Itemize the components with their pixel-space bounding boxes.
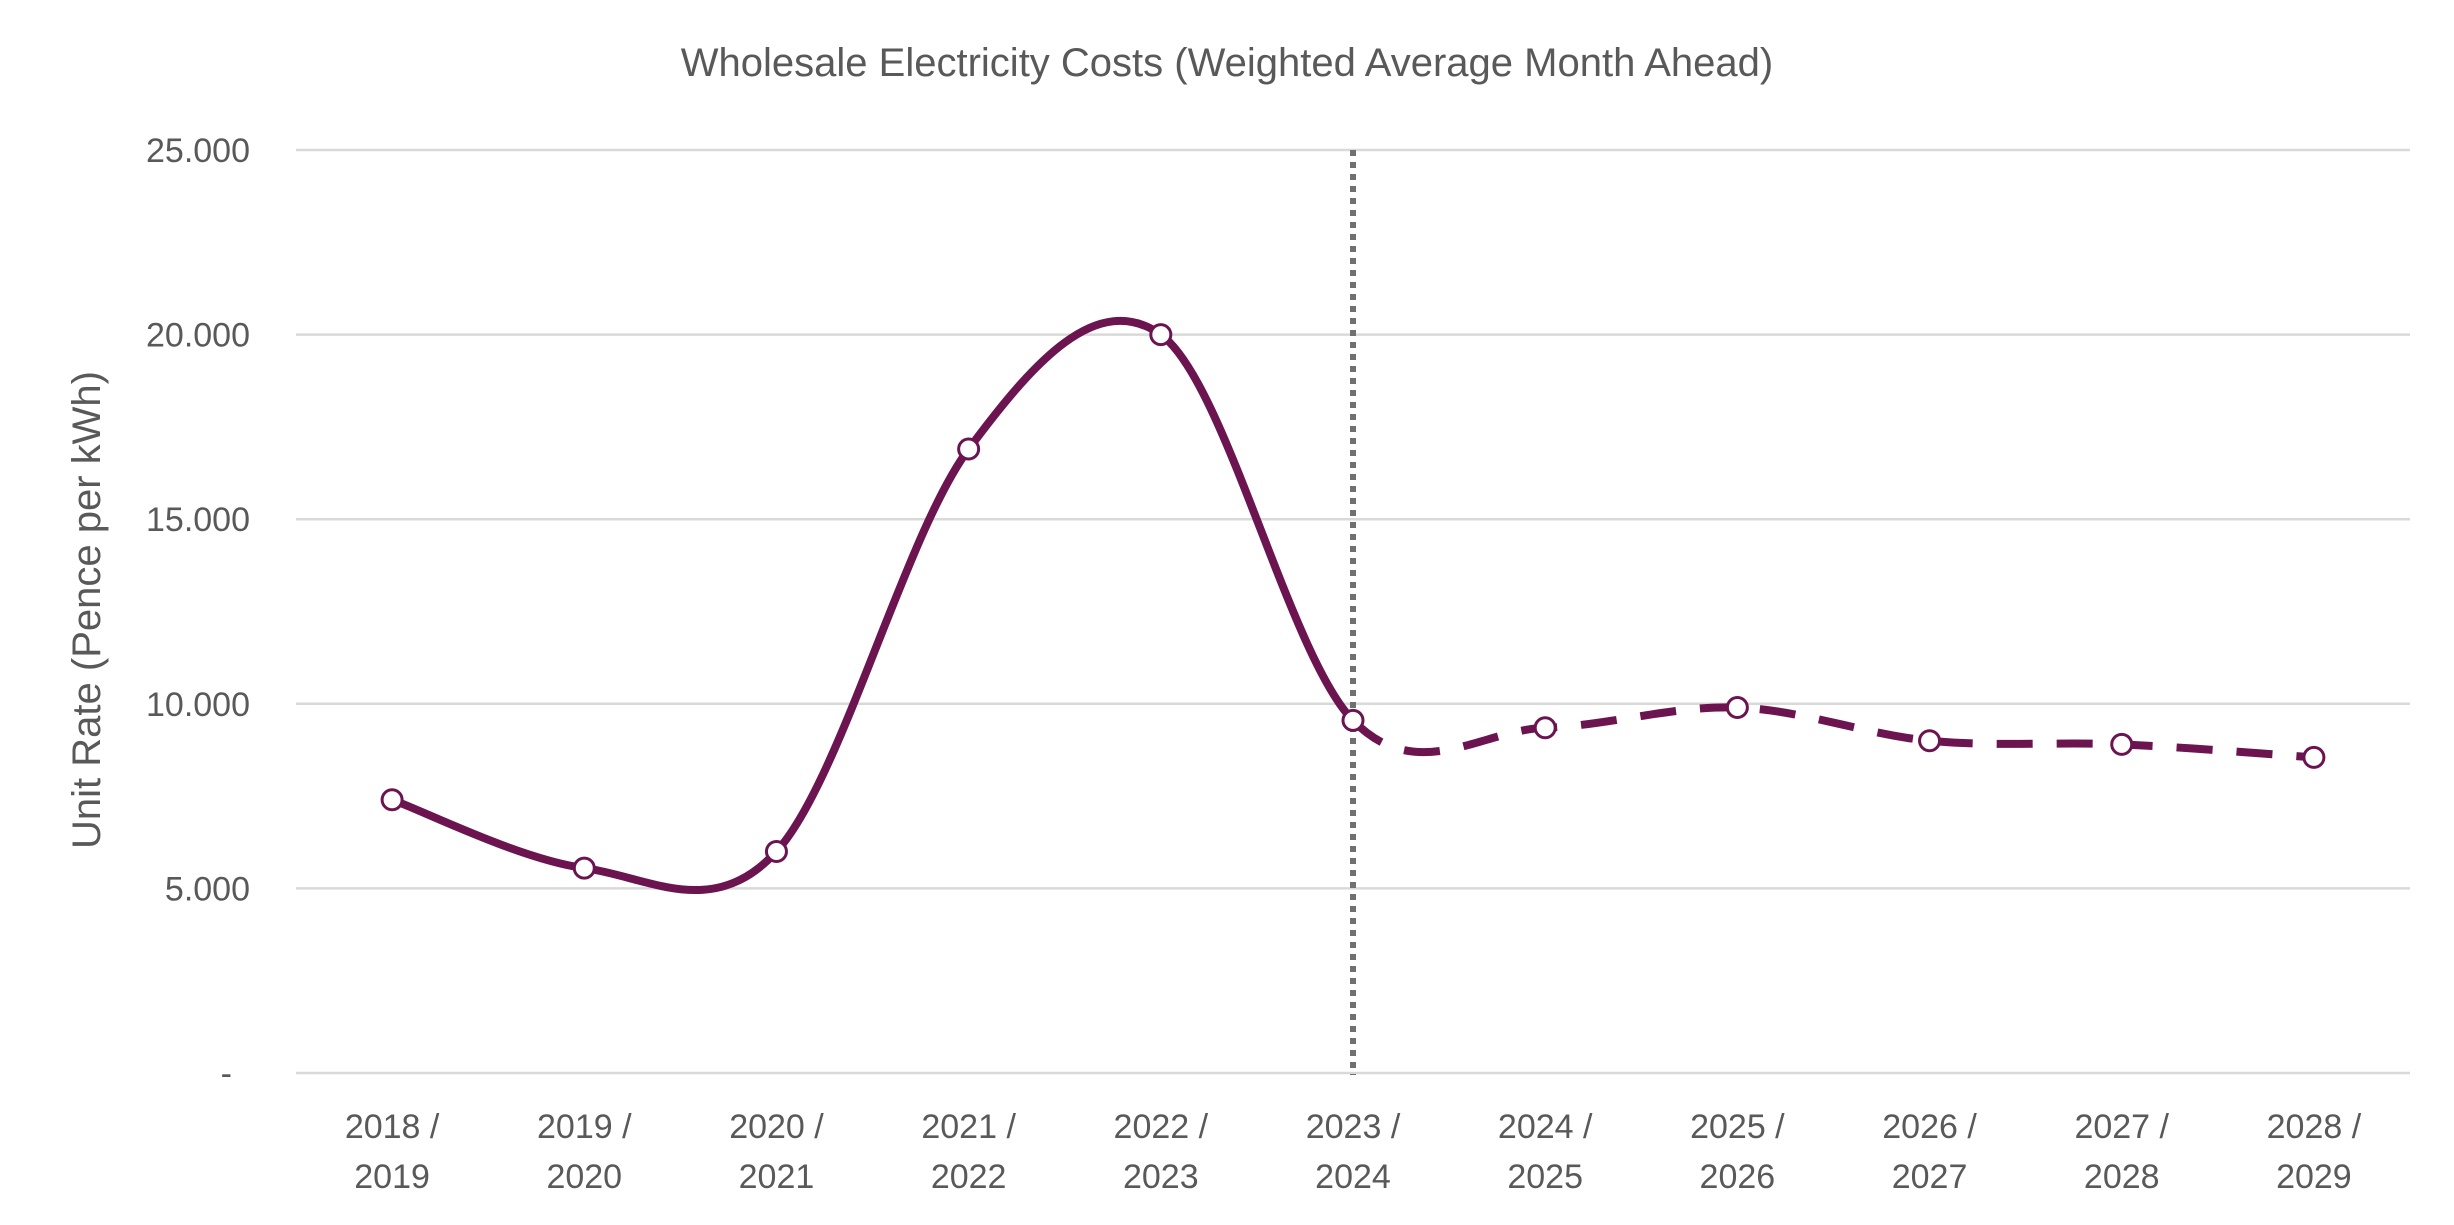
data-point (764, 839, 788, 863)
y-tick-label: 10.000 (146, 686, 250, 724)
x-tick-label-line: 2029 (2276, 1158, 2352, 1196)
data-point (1341, 708, 1365, 732)
x-axis-ticks: 2018 / 2019 2019 / 2020 2020 / 2021 2021 / 2022… (345, 1108, 2362, 1196)
x-tick-label-line: 2018 / (345, 1108, 440, 1146)
x-tick-label-line: 2028 (2084, 1158, 2160, 1196)
series-line-historical (388, 317, 1357, 895)
x-tick-label: 2019 / 2020 (537, 1108, 632, 1196)
x-tick-label-line: 2023 (1123, 1158, 1199, 1196)
data-point (1725, 695, 1749, 719)
x-tick-label-line: 2022 (931, 1158, 1007, 1196)
x-tick-label: 2026 / 2027 (1882, 1108, 1977, 1196)
data-point (2302, 745, 2326, 769)
data-point (957, 437, 981, 461)
data-point (380, 788, 404, 812)
data-points (380, 323, 2326, 880)
x-tick-label-line: 2020 / (729, 1108, 824, 1146)
x-tick-label: 2021 / 2022 (921, 1108, 1016, 1196)
x-tick-label-line: 2022 / (1114, 1108, 1209, 1146)
x-tick-label: 2025 / 2026 (1690, 1108, 1785, 1196)
x-tick-label-line: 2027 (1892, 1158, 1968, 1196)
x-tick-label-line: 2019 (354, 1158, 430, 1196)
x-tick-label-line: 2025 (1507, 1158, 1583, 1196)
x-tick-label: 2027 / 2028 (2074, 1108, 2169, 1196)
x-tick-label-line: 2019 / (537, 1108, 632, 1146)
x-tick-label: 2024 / 2025 (1498, 1108, 1593, 1196)
data-point (1149, 323, 1173, 347)
y-tick-label: 5.000 (165, 870, 250, 908)
x-tick-label: 2028 / 2029 (2267, 1108, 2362, 1196)
data-point (2110, 732, 2134, 756)
y-axis-ticks: - 5.000 10.000 15.000 20.000 25.000 (146, 132, 250, 1093)
x-tick-label: 2020 / 2021 (729, 1108, 824, 1196)
chart-title: Wholesale Electricity Costs (Weighted Av… (681, 41, 1773, 85)
y-axis-label: Unit Rate (Pence per kWh) (65, 371, 109, 849)
x-tick-label-line: 2021 / (921, 1108, 1016, 1146)
y-tick-label: - (221, 1055, 232, 1093)
x-tick-label-line: 2024 / (1498, 1108, 1593, 1146)
y-tick-label: 25.000 (146, 132, 250, 170)
x-tick-label-line: 2021 (739, 1158, 815, 1196)
x-tick-label-line: 2028 / (2267, 1108, 2362, 1146)
data-point (1533, 716, 1557, 740)
data-point (572, 856, 596, 880)
x-tick-label-line: 2025 / (1690, 1108, 1785, 1146)
x-tick-label: 2022 / 2023 (1114, 1108, 1209, 1196)
y-tick-label: 20.000 (146, 317, 250, 355)
x-tick-label: 2023 / 2024 (1306, 1108, 1401, 1196)
x-tick-label-line: 2020 (546, 1158, 622, 1196)
x-tick-label-line: 2027 / (2074, 1108, 2169, 1146)
x-tick-label-line: 2023 / (1306, 1108, 1401, 1146)
data-point (1918, 729, 1942, 753)
series-line-forecast (1350, 703, 2315, 762)
x-tick-label-line: 2026 (1700, 1158, 1776, 1196)
x-tick-label-line: 2026 / (1882, 1108, 1977, 1146)
x-tick-label-line: 2024 (1315, 1158, 1391, 1196)
x-tick-label: 2018 / 2019 (345, 1108, 440, 1196)
y-tick-label: 15.000 (146, 501, 250, 539)
